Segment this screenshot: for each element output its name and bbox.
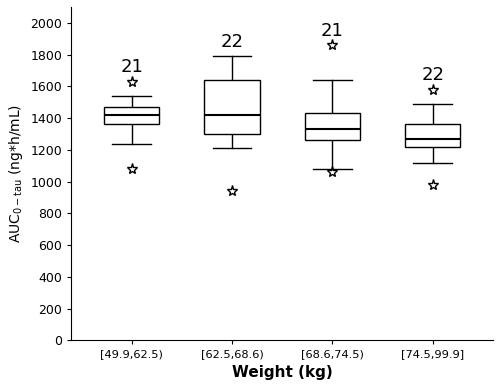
Text: 22: 22 — [220, 33, 244, 51]
Bar — [305, 113, 360, 140]
Bar — [104, 107, 159, 125]
Bar — [405, 125, 460, 147]
X-axis label: Weight (kg): Weight (kg) — [232, 365, 332, 380]
Text: 21: 21 — [120, 58, 143, 76]
Text: 21: 21 — [321, 22, 344, 39]
Text: 22: 22 — [422, 66, 444, 84]
Bar — [204, 80, 260, 134]
Y-axis label: AUC$_\mathregular{0-tau}$ (ng*h/mL): AUC$_\mathregular{0-tau}$ (ng*h/mL) — [7, 104, 25, 243]
